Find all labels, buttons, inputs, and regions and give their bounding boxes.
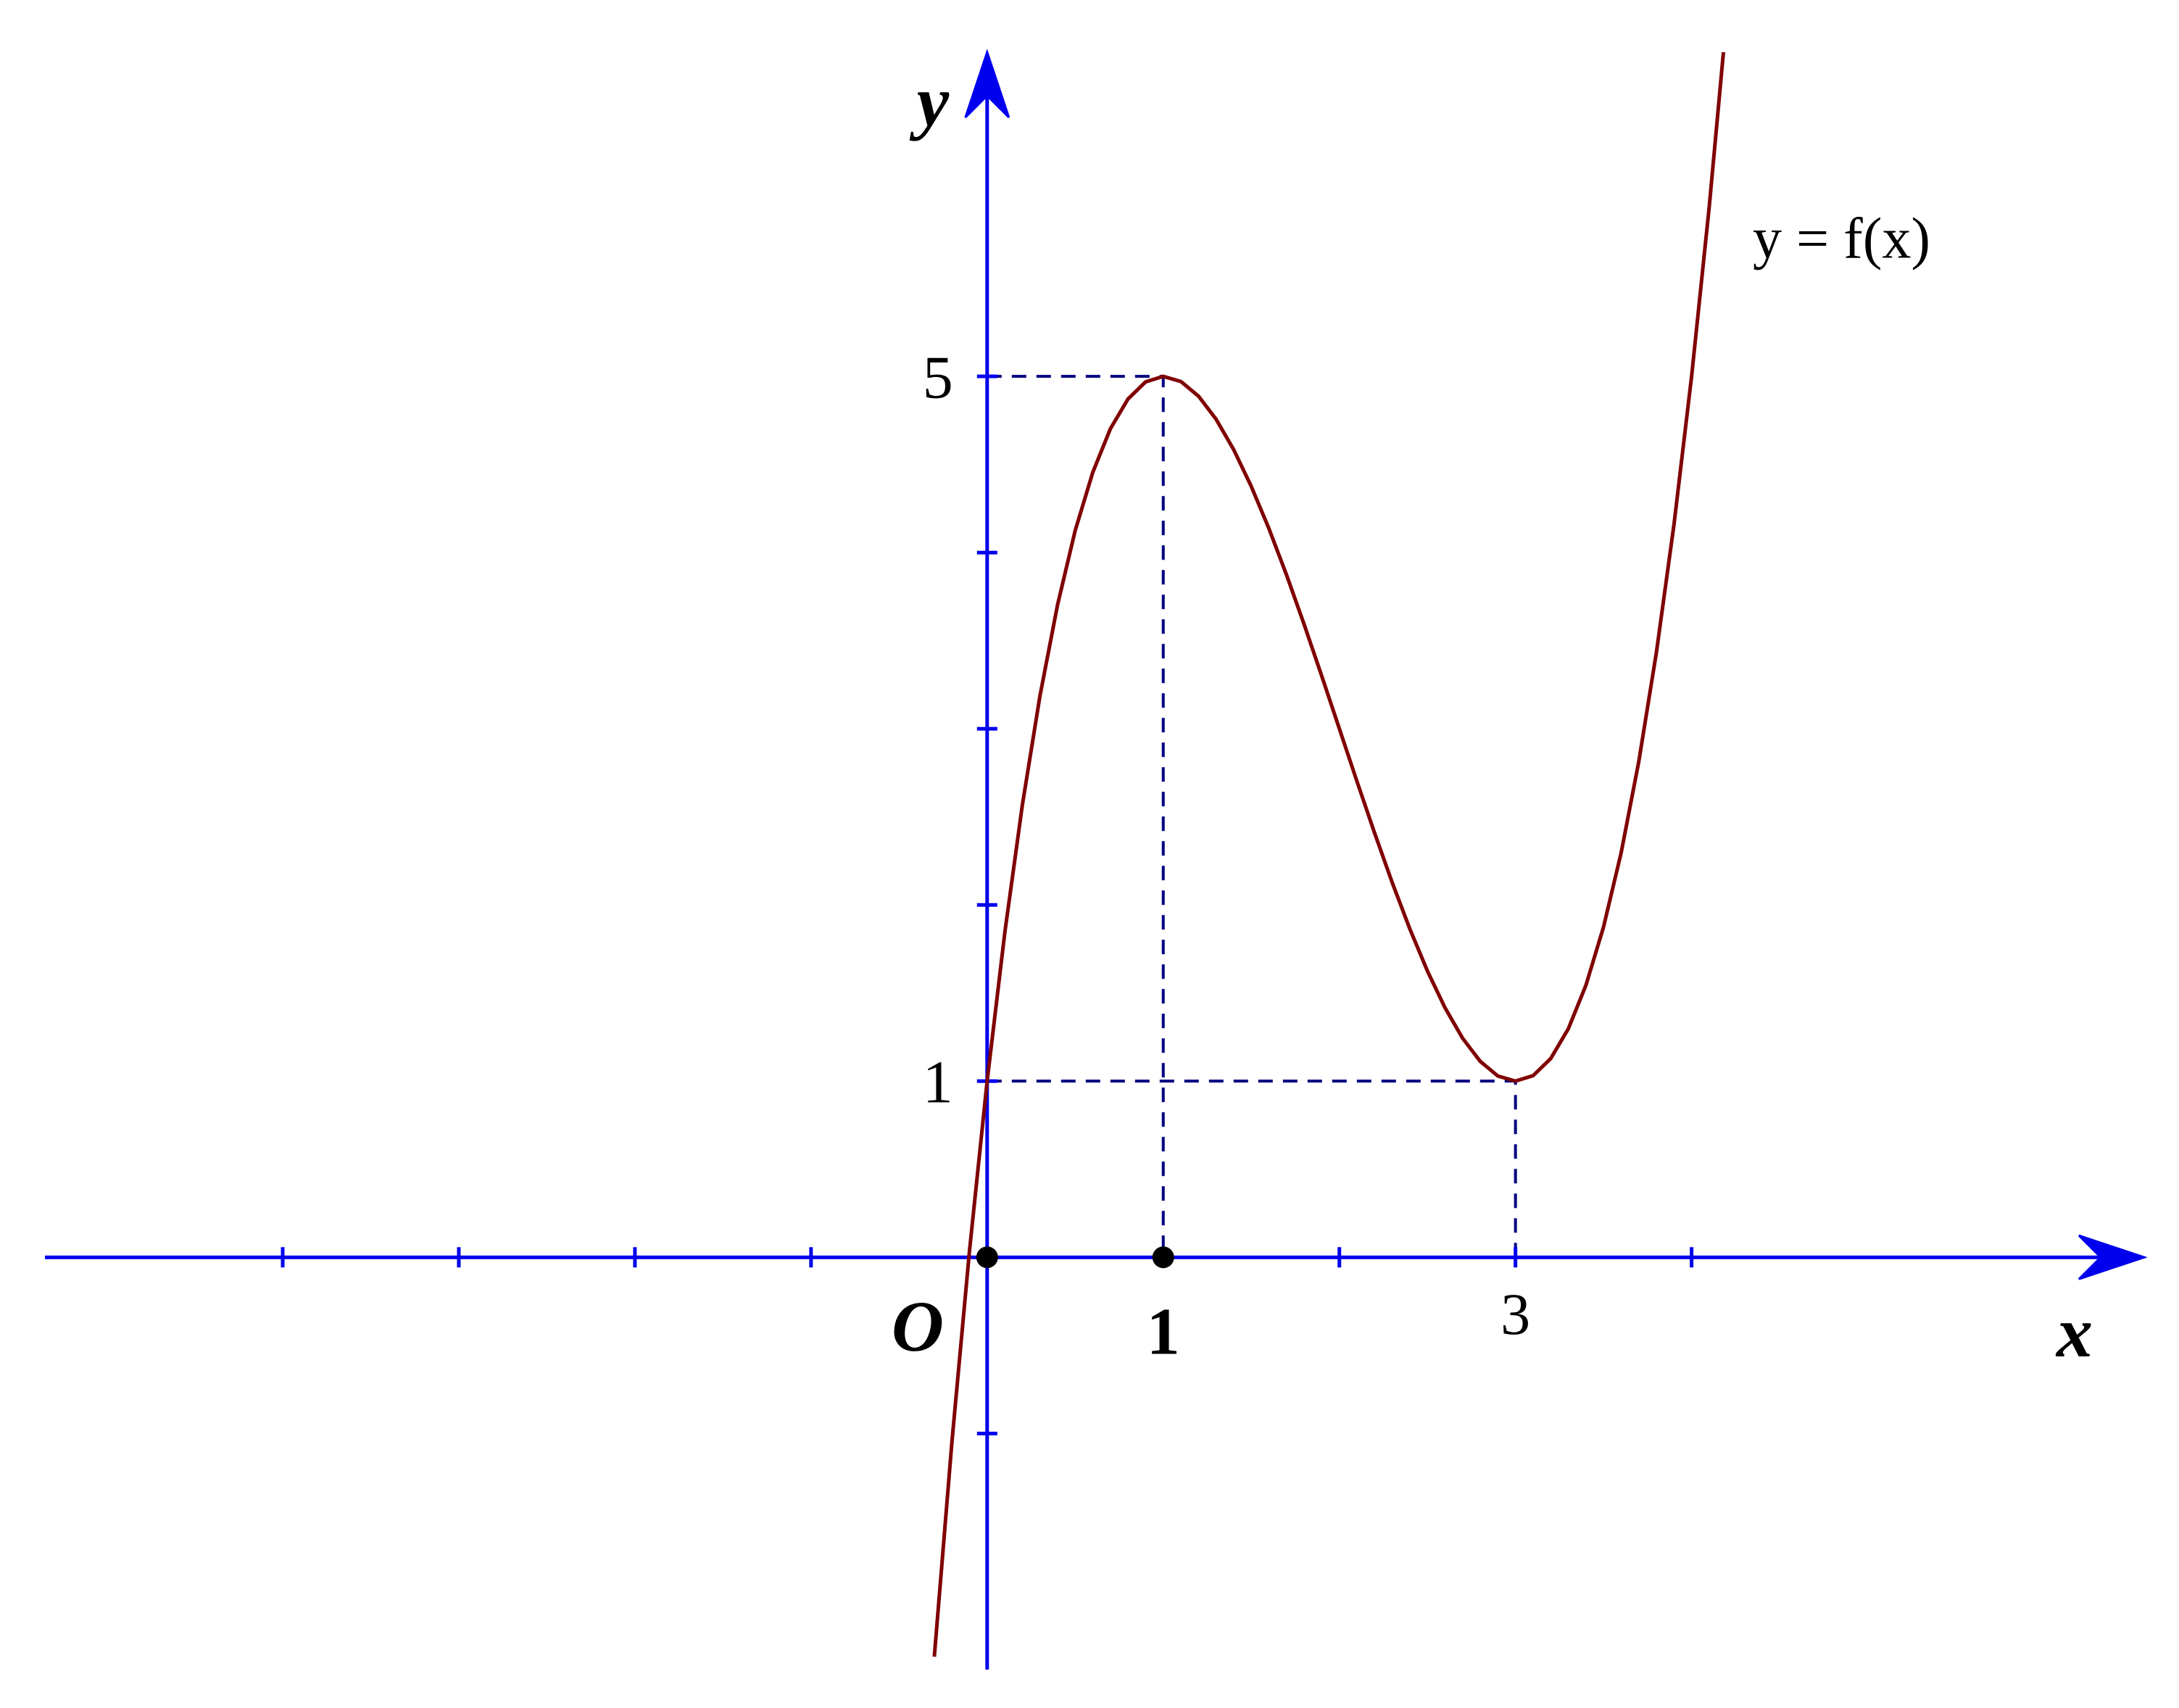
point bbox=[1152, 1246, 1174, 1269]
annotation: y = f(x) bbox=[1753, 207, 1930, 270]
x-axis-label: x bbox=[2055, 1292, 2093, 1372]
y-axis-label: y bbox=[909, 61, 950, 141]
y-tick-label: 1 bbox=[923, 1049, 953, 1116]
curve bbox=[932, 52, 1726, 1657]
plot-area bbox=[932, 52, 1726, 1657]
point bbox=[976, 1246, 998, 1269]
y-arrow bbox=[964, 49, 1010, 119]
guide-line bbox=[987, 375, 1165, 1258]
x-tick-label: 1 bbox=[1147, 1294, 1180, 1368]
x-arrow bbox=[2078, 1234, 2148, 1280]
x-tick-label: 3 bbox=[1501, 1281, 1530, 1347]
y-tick-label: 5 bbox=[923, 344, 953, 411]
guide-line bbox=[987, 1079, 1517, 1258]
origin-label: O bbox=[892, 1286, 944, 1367]
